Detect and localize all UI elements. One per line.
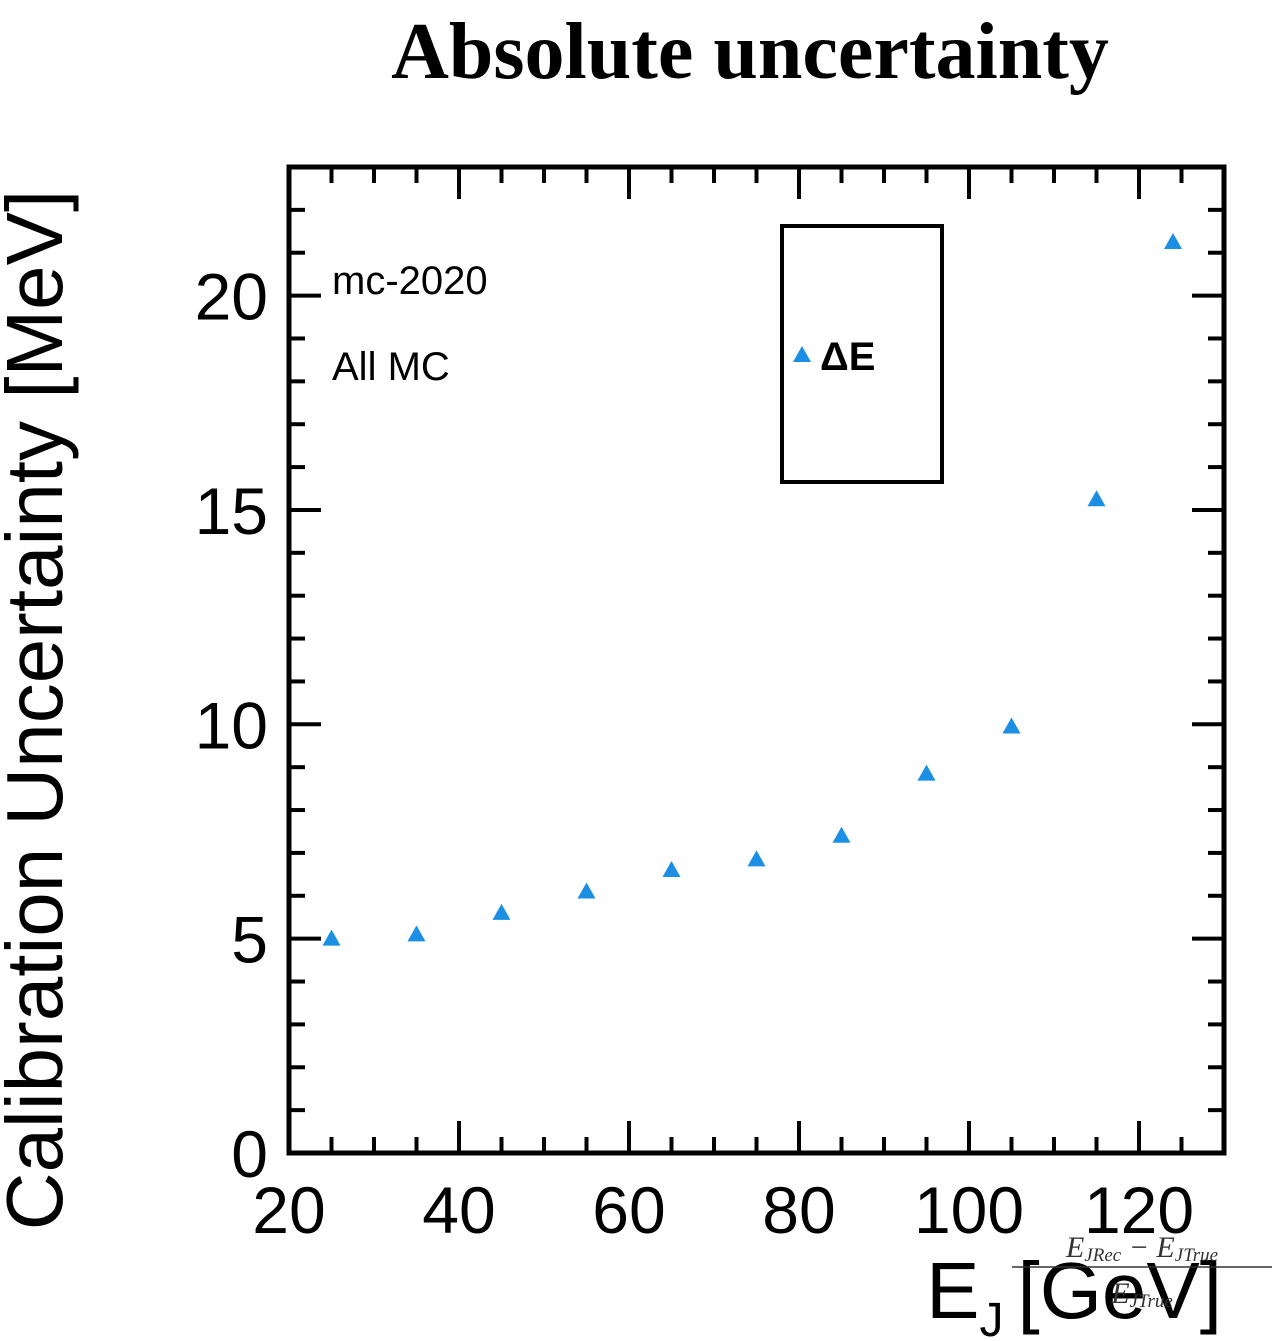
legend-marker-triangle [793, 346, 811, 362]
y-tick-label: 20 [195, 260, 268, 334]
y-tick-label: 15 [195, 474, 268, 548]
data-point [322, 929, 341, 946]
x-axis-label-unit: [GeV] [1017, 1246, 1222, 1335]
y-tick-label: 5 [231, 903, 268, 977]
chart-title: Absolute uncertainty [391, 8, 1109, 96]
data-point [577, 882, 596, 899]
x-axis-label: EJ [GeV] [926, 1246, 1222, 1341]
y-tick-label: 10 [195, 688, 268, 762]
x-tick-label: 60 [592, 1173, 665, 1247]
data-point [662, 861, 681, 878]
x-tick-label: 120 [1084, 1173, 1194, 1247]
data-point [1002, 717, 1021, 734]
legend: ΔE [780, 224, 944, 484]
x-axis-label-symbol: E [926, 1246, 979, 1335]
overlay-formula: EJRec − EJTrue EJTrue [1012, 1231, 1272, 1312]
data-point [832, 826, 851, 843]
data-point [492, 903, 511, 920]
annotation-dataset: mc-2020 [332, 259, 488, 303]
x-tick-label: 100 [914, 1173, 1024, 1247]
data-point [747, 850, 766, 867]
x-tick-label: 40 [422, 1173, 495, 1247]
plot-frame [286, 164, 1227, 1156]
formula-denominator: EJTrue [1110, 1277, 1173, 1312]
formula-numerator: EJRec − EJTrue [1065, 1231, 1218, 1266]
axis-ticks [289, 167, 1224, 1153]
y-axis-label: Calibration Uncertainty [MeV] [0, 190, 79, 1230]
data-point [407, 925, 426, 942]
x-tick-label: 20 [252, 1173, 325, 1247]
data-point [1087, 490, 1106, 507]
annotation-sample: All MC [332, 345, 450, 389]
axis-tick-labels: 20 40 60 80 100 120 0 5 10 15 20 [195, 260, 1194, 1247]
data-point [917, 764, 936, 781]
legend-label: ΔE [820, 335, 875, 379]
y-tick-label: 0 [231, 1117, 268, 1191]
x-axis-label-subscript: J [979, 1294, 1003, 1341]
x-tick-label: 80 [762, 1173, 835, 1247]
data-points [322, 233, 1182, 946]
data-point [1164, 233, 1182, 250]
legend-box [780, 224, 944, 484]
